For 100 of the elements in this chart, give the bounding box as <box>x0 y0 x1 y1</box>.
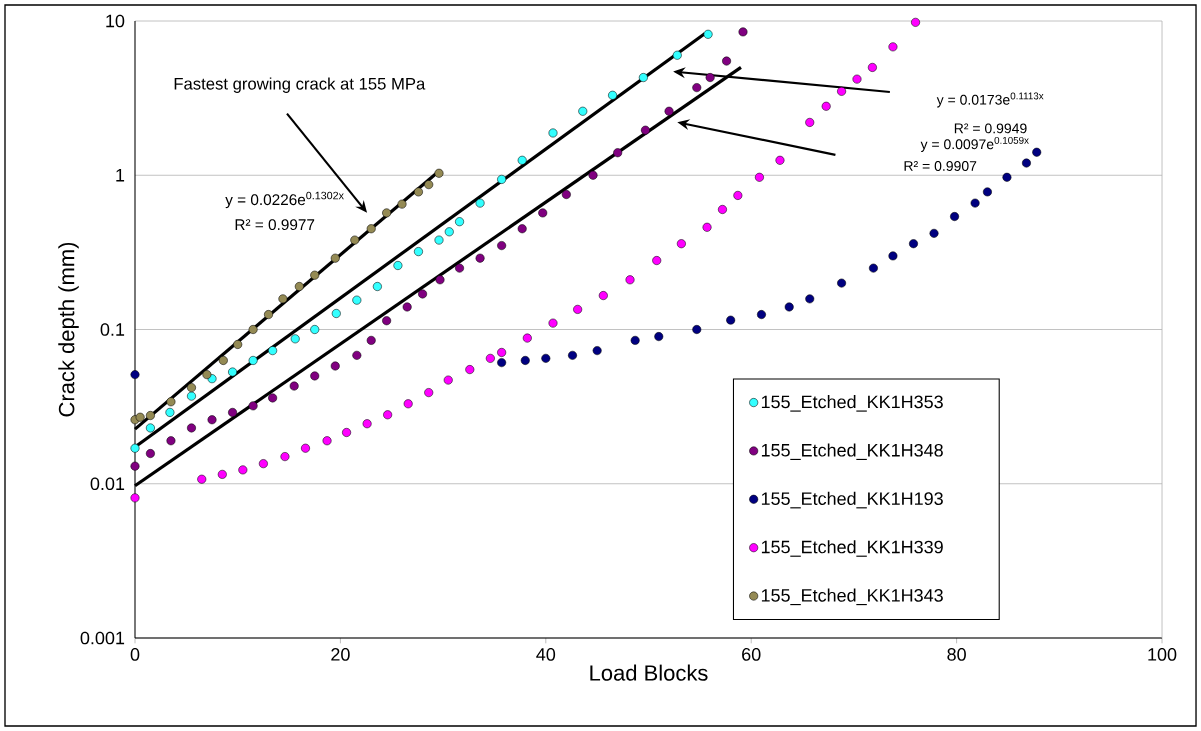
x-axis-title: Load Blocks <box>590 664 708 681</box>
point <box>294 282 304 291</box>
point <box>888 42 898 52</box>
y-tick-label: 0.1 <box>100 323 125 336</box>
point <box>692 83 702 93</box>
point <box>598 291 608 301</box>
point <box>625 275 635 285</box>
point <box>475 253 485 263</box>
point <box>538 208 548 218</box>
point <box>228 367 238 377</box>
point <box>568 350 577 360</box>
point <box>664 106 674 116</box>
point <box>465 365 475 375</box>
annotation: R² = 0.9949 <box>954 123 1027 134</box>
point <box>640 125 650 135</box>
point <box>867 62 877 72</box>
point <box>654 332 664 342</box>
point <box>165 407 175 417</box>
point <box>970 198 980 208</box>
point <box>705 73 715 83</box>
point <box>868 263 878 273</box>
point <box>268 393 278 403</box>
point <box>608 90 618 100</box>
point <box>350 235 360 245</box>
point <box>402 302 412 312</box>
point <box>403 399 413 409</box>
point <box>805 294 815 304</box>
point <box>264 310 273 320</box>
point <box>310 270 320 280</box>
point <box>248 401 258 411</box>
point <box>784 302 794 312</box>
point <box>548 318 558 328</box>
point <box>166 436 176 446</box>
point <box>517 224 527 234</box>
point <box>909 239 918 249</box>
y-tick-label: 0.001 <box>80 631 125 645</box>
point <box>485 353 495 363</box>
point <box>397 199 407 209</box>
point <box>187 391 196 401</box>
point <box>444 227 454 237</box>
annotation: R² = 0.9977 <box>235 219 315 231</box>
point <box>578 106 588 116</box>
point <box>672 50 682 60</box>
point <box>434 235 444 245</box>
point <box>362 419 372 429</box>
point <box>330 253 340 263</box>
point <box>290 334 300 344</box>
point <box>541 353 551 363</box>
point <box>187 423 196 433</box>
point <box>382 208 392 218</box>
point <box>722 56 732 66</box>
point <box>703 29 713 39</box>
point <box>613 148 623 158</box>
point <box>280 452 290 462</box>
point <box>588 170 598 180</box>
point <box>475 198 485 208</box>
point <box>413 187 423 197</box>
legend-label: 155_Etched_KK1H193 <box>761 491 943 509</box>
point <box>418 289 428 299</box>
point <box>289 381 299 391</box>
point <box>1002 172 1012 182</box>
point <box>352 350 362 360</box>
legend-label: 155_Etched_KK1H353 <box>761 395 943 412</box>
point <box>497 174 507 184</box>
y-tick-label: 1 <box>116 169 125 182</box>
point <box>950 212 960 221</box>
point <box>630 335 640 345</box>
point <box>187 383 196 393</box>
point <box>166 397 176 407</box>
point <box>238 465 248 475</box>
point <box>202 370 212 380</box>
point <box>821 101 831 111</box>
point <box>522 333 532 343</box>
point <box>145 423 155 433</box>
point <box>393 261 403 270</box>
point <box>805 117 815 127</box>
point <box>757 310 766 320</box>
point <box>342 428 352 437</box>
point <box>738 27 748 37</box>
point <box>228 407 238 417</box>
point <box>207 415 217 425</box>
point <box>424 388 434 398</box>
point <box>130 370 140 380</box>
point <box>233 339 243 349</box>
point <box>145 411 155 420</box>
point <box>424 180 434 190</box>
y-tick-label: 10 <box>106 14 125 28</box>
point <box>434 168 444 178</box>
point <box>330 361 340 371</box>
point <box>692 325 702 334</box>
point <box>130 461 140 471</box>
point <box>717 205 727 214</box>
x-tick-label: 40 <box>536 648 556 661</box>
point <box>754 172 764 182</box>
legend-label: 155_Etched_KK1H339 <box>761 540 943 557</box>
point <box>413 247 423 257</box>
point <box>497 347 507 357</box>
point <box>573 304 583 314</box>
point <box>1021 158 1031 168</box>
point <box>837 278 847 288</box>
